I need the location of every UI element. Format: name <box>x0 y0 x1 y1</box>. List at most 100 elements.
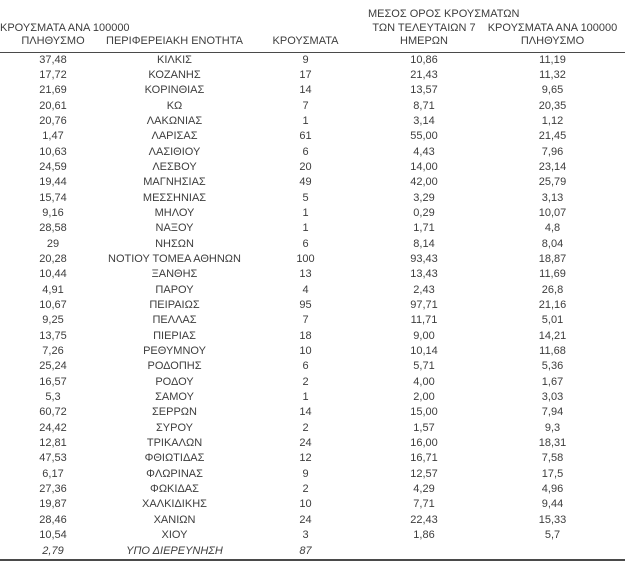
table-cell-regional-unit: ΡΟΔΟΥ <box>155 375 194 388</box>
table-row: 60,72 ΣΕΡΡΩΝ 14 15,00 7,94 <box>0 405 625 420</box>
table-cell-cases-per-100000-population-7d: 14,21 <box>538 329 567 342</box>
table-body: 37,48 ΚΙΛΚΙΣ 9 10,86 11,19 17,72 ΚΟΖΑΝΗΣ 17 21,4… <box>0 52 625 560</box>
table-cell-avg-cases-last-7-days: 5,71 <box>413 360 435 373</box>
table-cell-avg-cases-last-7-days: 15,00 <box>410 406 438 419</box>
table-cell-cases-per-100000-population: 5,3 <box>45 391 61 404</box>
table-cell-cases-per-100000-population-7d: 7,96 <box>541 145 564 158</box>
table-cell-cases: 7 <box>302 99 309 112</box>
table-row: 15,74 ΜΕΣΣΗΝΙΑΣ 5 3,29 3,13 <box>0 191 625 206</box>
table-row: 16,57 ΡΟΔΟΥ 2 4,00 1,67 <box>0 375 625 390</box>
table-cell-regional-unit: ΣΕΡΡΩΝ <box>152 406 197 419</box>
table-row: 9,25 ΠΕΛΛΑΣ 7 11,71 5,01 <box>0 313 625 328</box>
table-row: 9,16 ΜΗΛΟΥ 1 0,29 10,07 <box>0 206 625 221</box>
table-cell-cases-per-100000-population: 13,75 <box>39 329 67 342</box>
table-cell-cases-per-100000-population: 27,36 <box>39 483 67 496</box>
table-cell-cases-per-100000-population-7d: 9,65 <box>541 84 564 97</box>
table-row: 20,28 ΝΟΤΙΟΥ ΤΟΜΕΑ ΑΘΗΝΩΝ 100 93,43 18,87 <box>0 252 625 267</box>
table-cell-cases-per-100000-population: 25,24 <box>39 360 67 373</box>
table-cell-cases-per-100000-population-7d: 8,04 <box>541 237 564 250</box>
table-cell-cases: 3 <box>302 529 309 542</box>
table-cell-regional-unit: ΜΗΛΟΥ <box>154 206 195 219</box>
table-row: 21,69 ΚΟΡΙΝΘΙΑΣ 14 13,57 9,65 <box>0 83 625 98</box>
table-row: 29 ΝΗΣΩΝ 6 8,14 8,04 <box>0 237 625 252</box>
table-cell-cases-per-100000-population: 10,67 <box>39 299 67 311</box>
table-cell-regional-unit: ΜΕΣΣΗΝΙΑΣ <box>142 191 207 204</box>
table-cell-cases-per-100000-population: 19,87 <box>39 498 67 511</box>
table-cell-regional-unit: ΝΗΣΩΝ <box>155 237 194 250</box>
table-cell-avg-cases-last-7-days: 97,71 <box>410 299 438 311</box>
table-cell-avg-cases-last-7-days: 10,86 <box>410 53 438 66</box>
table-row: 4,91 ΠΑΡΟΥ 4 2,43 26,8 <box>0 283 625 298</box>
table-cell-avg-cases-last-7-days: 9,00 <box>413 329 435 342</box>
table-cell-cases-per-100000-population-7d: 5,36 <box>541 360 564 373</box>
table-cell-avg-cases-last-7-days: 42,00 <box>410 176 438 189</box>
table-cell-regional-unit: ΛΑΣΙΘΙΟΥ <box>148 145 201 158</box>
table-cell-regional-unit: ΚΟΖΑΝΗΣ <box>148 68 201 81</box>
table-cell-cases-per-100000-population-7d: 18,31 <box>538 437 567 450</box>
table-cell-regional-unit: ΛΕΣΒΟΥ <box>152 160 197 173</box>
table-cell-regional-unit: ΛΑΡΙΣΑΣ <box>151 130 198 143</box>
table-cell-cases: 4 <box>302 283 309 296</box>
table-cell-cases-per-100000-population-7d: 23,14 <box>538 160 567 173</box>
table-row: 28,46 ΧΑΝΙΩΝ 24 22,43 15,33 <box>0 513 625 528</box>
table-cell-cases: 1 <box>302 114 309 127</box>
table-cell-regional-unit: ΥΠΟ ΔΙΕΡΕΥΝΗΣΗ <box>126 544 223 557</box>
table-row: 24,42 ΣΥΡΟΥ 2 1,57 9,3 <box>0 421 625 436</box>
table-cell-regional-unit: ΠΕΛΛΑΣ <box>152 314 197 327</box>
table-cell-cases-per-100000-population-7d: 21,45 <box>538 130 567 143</box>
table-cell-regional-unit: ΠΙΕΡΙΑΣ <box>153 329 196 342</box>
table-row: 20,76 ΛΑΚΩΝΙΑΣ 1 3,14 1,12 <box>0 114 625 129</box>
table-cell-regional-unit: ΧΑΛΚΙΔΙΚΗΣ <box>142 498 207 511</box>
table-cell-cases-per-100000-population: 7,26 <box>42 345 64 358</box>
table-cell-regional-unit: ΣΑΜΟΥ <box>155 391 194 404</box>
table-cell-cases-per-100000-population-7d: 7,58 <box>541 452 564 465</box>
table-cell-avg-cases-last-7-days: 4,00 <box>413 375 435 388</box>
table-cell-cases-per-100000-population: 16,57 <box>39 375 67 388</box>
table-cell-regional-unit: ΣΥΡΟΥ <box>155 421 193 434</box>
table-cell-cases-per-100000-population-7d <box>480 544 625 560</box>
table-cell-regional-unit: ΡΕΘΥΜΝΟΥ <box>143 345 206 358</box>
table-cell-cases-per-100000-population-7d: 17,5 <box>541 467 564 480</box>
table-cell-regional-unit: ΝΑΞΟΥ <box>155 222 194 235</box>
table-cell-regional-unit: ΚΩ <box>166 99 183 112</box>
table-cell-cases-per-100000-population: 15,74 <box>39 191 67 204</box>
table-cell-avg-cases-last-7-days: 7,71 <box>413 498 435 511</box>
table-cell-cases-per-100000-population-7d: 1,67 <box>541 375 564 388</box>
table-cell-cases-per-100000-population: 24,42 <box>39 421 67 434</box>
table-cell-cases: 1 <box>302 206 309 219</box>
table-cell-cases: 2 <box>302 421 309 434</box>
table-cell-avg-cases-last-7-days: 14,00 <box>410 160 438 173</box>
table-cell-cases: 61 <box>299 130 312 143</box>
table-cell-cases-per-100000-population-7d: 1,12 <box>541 114 564 127</box>
table-cell-cases: 100 <box>296 252 315 265</box>
table-cell-cases: 10 <box>299 498 312 511</box>
table-cell-cases: 24 <box>299 513 312 526</box>
table-row: 24,59 ΛΕΣΒΟΥ 20 14,00 23,14 <box>0 160 625 175</box>
table-cell-cases-per-100000-population-7d: 26,8 <box>541 283 564 296</box>
table-cell-cases-per-100000-population-7d: 11,32 <box>539 68 566 81</box>
table-cell-cases: 5 <box>302 191 309 204</box>
table-cell-avg-cases-last-7-days: 8,71 <box>413 99 435 112</box>
table-cell-cases-per-100000-population: 17,72 <box>39 68 67 81</box>
table-cell-cases-per-100000-population: 20,76 <box>39 114 67 127</box>
table-cell-avg-cases-last-7-days: 2,00 <box>413 391 435 404</box>
table-cell-cases: 2 <box>302 483 309 496</box>
table-row: 19,44 ΜΑΓΝΗΣΙΑΣ 49 42,00 25,79 <box>0 175 625 190</box>
table-cell-cases-per-100000-population: 6,17 <box>42 467 64 480</box>
table-cell-cases-per-100000-population: 2,79 <box>42 544 64 557</box>
table-cell-cases: 2 <box>302 375 309 388</box>
column-header-cases: ΚΡΟΥΣΜΑΤΑ <box>272 35 339 47</box>
table-row: 12,81 ΤΡΙΚΑΛΩΝ 24 16,00 18,31 <box>0 436 625 451</box>
table-cell-cases-per-100000-population: 21,69 <box>39 84 67 97</box>
table-row: 1,47 ΛΑΡΙΣΑΣ 61 55,00 21,45 <box>0 129 625 144</box>
table-cell-cases-per-100000-population: 1,47 <box>42 130 64 143</box>
table-cell-cases-per-100000-population: 20,28 <box>39 252 67 265</box>
table-cell-cases-per-100000-population-7d: 11,69 <box>539 268 566 281</box>
table-cell-regional-unit: ΝΟΤΙΟΥ ΤΟΜΕΑ ΑΘΗΝΩΝ <box>108 252 241 265</box>
table-cell-cases-per-100000-population-7d: 21,16 <box>538 299 567 311</box>
table-cell-cases-per-100000-population: 9,25 <box>42 314 64 327</box>
table-cell-cases-per-100000-population: 28,58 <box>39 222 67 235</box>
table-row: 13,75 ΠΙΕΡΙΑΣ 18 9,00 14,21 <box>0 329 625 344</box>
table-cell-regional-unit: ΠΑΡΟΥ <box>155 283 194 296</box>
table-cell-cases-per-100000-population-7d: 15,33 <box>538 513 567 526</box>
